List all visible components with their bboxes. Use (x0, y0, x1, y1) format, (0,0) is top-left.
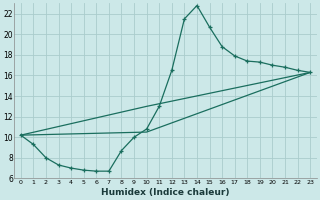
X-axis label: Humidex (Indice chaleur): Humidex (Indice chaleur) (101, 188, 230, 197)
